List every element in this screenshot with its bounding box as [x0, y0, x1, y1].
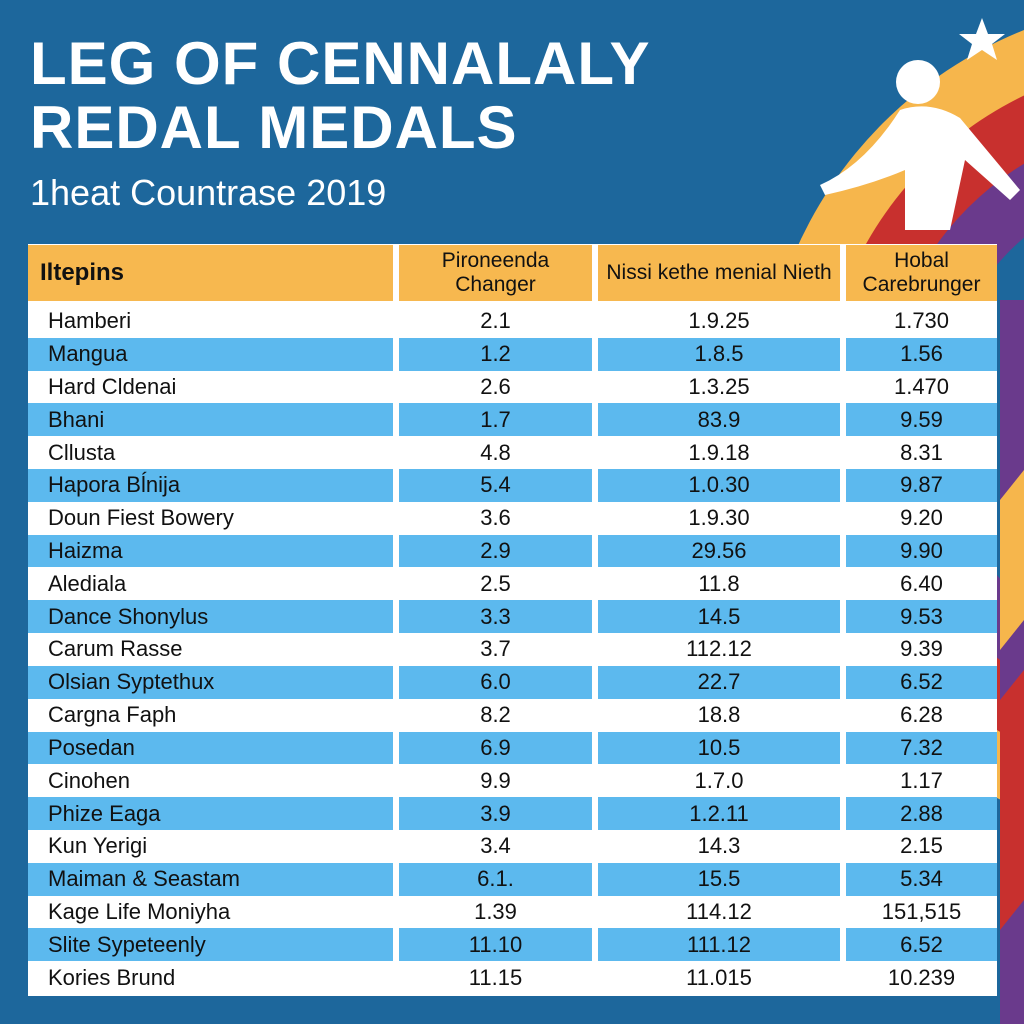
cell-value: 1.3.25	[688, 374, 750, 399]
column-header: Hobal Carebrunger	[846, 245, 997, 301]
cell-value: 3.9	[399, 797, 592, 830]
cell-value: 1.8.5	[598, 337, 840, 371]
cell-value: 111.12	[598, 928, 840, 962]
cell-value: 3.6	[480, 505, 511, 531]
cell-value: 1.7	[399, 403, 592, 437]
column-header: Pironeenda Changer	[399, 245, 592, 301]
cell-value: 14.3	[697, 833, 741, 859]
cell-value: 11.015	[686, 964, 752, 990]
cell-value: 2.88	[846, 797, 997, 830]
cell-value: 3.4	[480, 833, 511, 859]
table: Iltepins Pironeenda Changer Nissi kethe me…	[28, 244, 997, 996]
column-header: Iltepins	[28, 245, 393, 301]
cell-value: 6.52	[846, 665, 997, 699]
cell-value: 1.9.30	[688, 505, 750, 531]
row-label: Kun Yerigi	[48, 833, 148, 859]
row-label: Olsian Syptethux	[28, 665, 393, 699]
cell-value: 1.56	[846, 337, 997, 371]
row-label: Cllusta	[48, 439, 116, 465]
cell-value: 6.52	[846, 928, 997, 962]
cell-value: 2.5	[480, 570, 511, 596]
cell-value: 9.59	[846, 403, 997, 437]
row-label: Hamberi	[48, 308, 132, 334]
cell-value: 11.10	[399, 928, 592, 962]
column-header: Nissi kethe menial Nieth	[598, 245, 840, 301]
cell-value: 9.87	[846, 469, 997, 502]
cell-value: 3.3	[399, 600, 592, 634]
cell-value: 29.56	[598, 534, 840, 568]
cell-value: 4.8	[480, 439, 511, 465]
cell-value: 1.7.0	[694, 767, 744, 793]
cell-value: 6.1.	[399, 862, 592, 896]
cell-value: 3.7	[480, 636, 511, 662]
row-label: Alediala	[48, 570, 127, 596]
cell-value: 11.8	[698, 570, 740, 596]
cell-value: 15.5	[598, 862, 840, 896]
cell-value: 10.5	[598, 731, 840, 765]
cell-value: 2.15	[900, 833, 943, 859]
cell-value: 8.2	[480, 702, 511, 728]
cell-value: 11.15	[468, 964, 523, 990]
cell-value: 1.470	[893, 374, 950, 399]
subtitle: 1heat Countrase 2019	[30, 172, 387, 213]
row-label: Haizma	[28, 534, 393, 568]
row-label: Carum Rasse	[48, 636, 183, 662]
cell-value: 1.17	[900, 767, 943, 793]
row-label: Kories Brund	[48, 964, 176, 990]
cell-value: 114.12	[686, 898, 752, 924]
row-label: Cargna Faph	[48, 702, 177, 728]
cell-value: 5.34	[846, 862, 997, 896]
cell-value: 9.9	[480, 767, 511, 793]
title-line: LEG OF CENNALALY	[30, 30, 651, 97]
cell-value: 14.5	[598, 600, 840, 634]
row-label: Kage Life Moniyha	[48, 898, 231, 924]
row-label: Posedan	[28, 731, 393, 765]
cell-value: 2.9	[399, 534, 592, 568]
cell-value: 1.730	[893, 308, 950, 334]
cell-value: 2.6	[480, 374, 511, 399]
cell-value: 22.7	[598, 665, 840, 699]
cell-value: 18.8	[697, 702, 741, 728]
row-label: Hard Cldenai	[48, 374, 177, 399]
cell-value: 83.9	[598, 403, 840, 437]
cell-value: 151,515	[881, 898, 962, 924]
row-label: Slite Sypeteenly	[28, 928, 393, 962]
cell-value: 112.12	[686, 636, 752, 662]
cell-value: 1.2.11	[598, 797, 840, 830]
cell-value: 1.9.25	[688, 308, 750, 334]
row-label: Phize Eaga	[28, 797, 393, 830]
cell-value: 9.20	[900, 505, 943, 531]
row-label: Mangua	[28, 337, 393, 371]
cell-value: 10.239	[887, 964, 956, 990]
cell-value: 5.4	[399, 469, 592, 502]
cell-value: 9.53	[846, 600, 997, 634]
row-label: Doun Fiest Bowery	[48, 505, 234, 531]
cell-value: 1.39	[474, 898, 517, 924]
cell-value: 8.31	[900, 439, 943, 465]
cell-value: 2.1	[480, 308, 511, 334]
row-label: Bhani	[28, 403, 393, 437]
cell-value: 6.9	[399, 731, 592, 765]
title-line: REDAL MEDALS	[30, 94, 518, 161]
cell-value: 6.40	[900, 570, 943, 596]
row-label: Cinohen	[48, 767, 130, 793]
row-label: Dance Shonylus	[28, 600, 393, 634]
cell-value: 7.32	[846, 731, 997, 765]
cell-value: 1.2	[399, 337, 592, 371]
cell-value: 6.0	[399, 665, 592, 699]
cell-value: 1.0.30	[598, 469, 840, 502]
cell-value: 9.39	[900, 636, 943, 662]
row-label: Maiman & Seastam	[28, 862, 393, 896]
cell-value: 1.9.18	[688, 439, 750, 465]
cell-value: 9.90	[846, 534, 997, 568]
cell-value: 6.28	[900, 702, 943, 728]
row-label: Hapora Bĺnija	[28, 469, 393, 502]
